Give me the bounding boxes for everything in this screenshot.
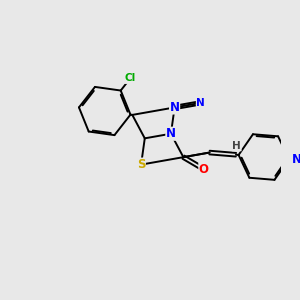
Text: N: N bbox=[166, 127, 176, 140]
Text: N: N bbox=[196, 98, 205, 108]
Text: Cl: Cl bbox=[124, 74, 136, 83]
Text: S: S bbox=[137, 158, 145, 171]
Text: N: N bbox=[169, 101, 180, 114]
Text: N: N bbox=[292, 153, 300, 166]
Text: H: H bbox=[232, 141, 241, 151]
Text: O: O bbox=[199, 163, 209, 176]
